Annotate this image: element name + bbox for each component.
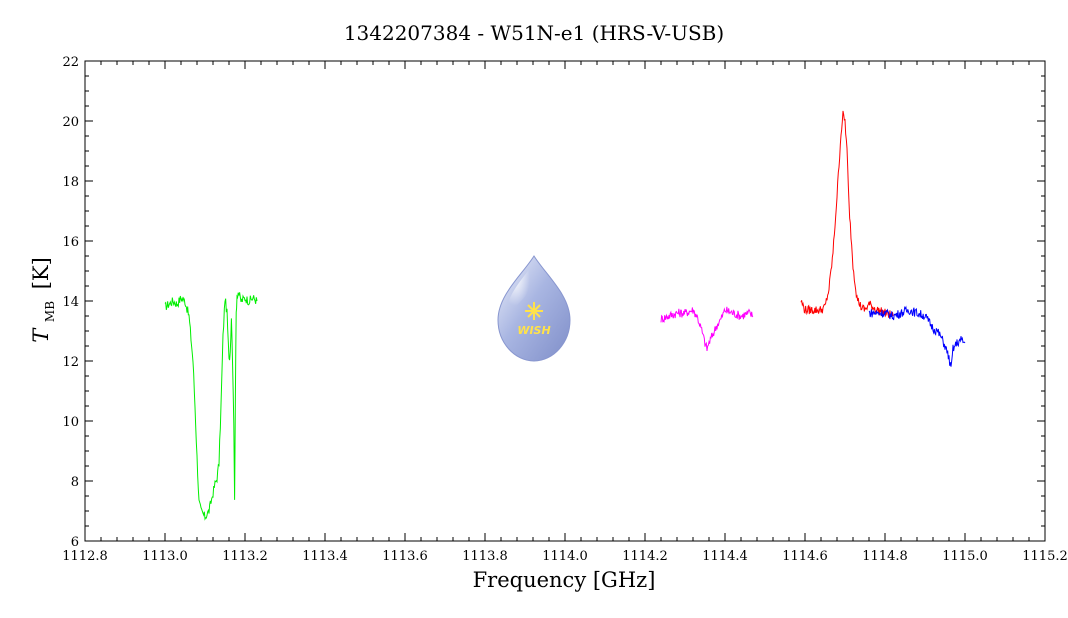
x-axis-title: Frequency [GHz] [473,568,656,592]
y-tick-label: 8 [71,475,79,490]
y-tick-label: 12 [62,355,79,370]
x-tick-label: 1114.2 [622,549,668,564]
star-icon [525,302,543,320]
chart-title: 1342207384 - W51N-e1 (HRS-V-USB) [344,21,724,45]
svg-text:T MB [K]: T MB [K] [29,257,59,343]
y-tick-label: 16 [62,235,79,250]
y-tick-label: 22 [62,55,79,70]
x-tick-label: 1113.8 [462,549,508,564]
x-tick-label: 1114.0 [542,549,588,564]
y-tick-label: 6 [71,535,79,550]
y-tick-label: 10 [62,415,79,430]
plot-frame [84,60,1046,542]
x-tick-label: 1113.4 [302,549,348,564]
x-tick-label: 1113.6 [382,549,428,564]
y-tick-label: 14 [62,295,79,310]
y-axis-subscript: MB [43,301,57,322]
x-tick-label: 1113.0 [142,549,188,564]
x-tick-label: 1113.2 [222,549,268,564]
x-tick-label: 1114.4 [702,549,748,564]
y-tick-label: 20 [62,115,79,130]
y-axis-symbol: T [29,327,53,343]
x-tick-label: 1114.6 [782,549,828,564]
y-tick-label: 18 [62,175,79,190]
series-line-3 [800,110,894,318]
x-tick-label: 1115.2 [1022,549,1068,564]
series-line-1 [164,292,258,521]
y-axis-title: T MB [K] [29,257,59,343]
series-line-4 [868,305,966,367]
y-axis-unit: [K] [29,257,53,289]
x-tick-label: 1115.0 [942,549,988,564]
x-tick-label: 1114.8 [862,549,908,564]
series-line-2 [660,306,754,352]
wish-logo: WISH [497,255,571,362]
logo-text: WISH [517,324,550,337]
x-tick-label: 1112.8 [62,549,108,564]
